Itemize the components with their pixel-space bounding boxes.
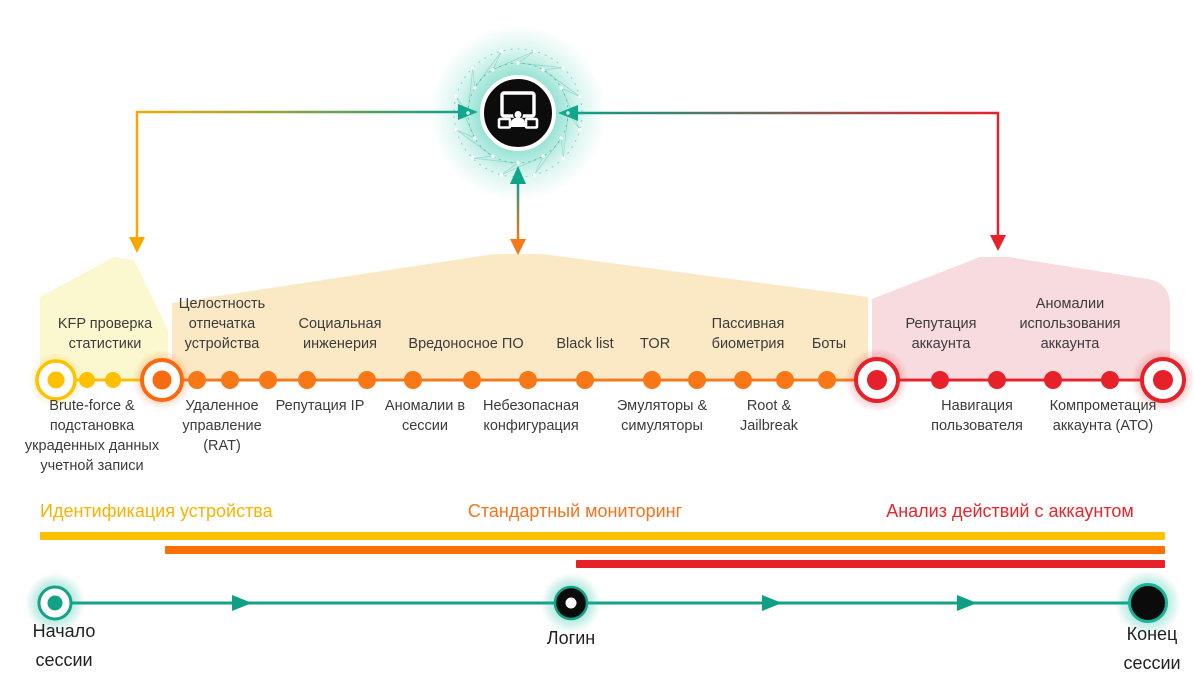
account-check-dots — [931, 371, 1119, 389]
milestone-monitoring-start — [140, 358, 184, 402]
zone-title-standard-monitoring: Стандартный мониторинг — [467, 501, 683, 521]
session-start-node — [37, 585, 73, 621]
monitoring-check-dots — [188, 371, 836, 389]
zone-title-device-identification: Идентификация устройства — [40, 501, 273, 521]
network-devices-icon — [497, 91, 539, 129]
device-check-dots — [79, 372, 121, 388]
check-label-above: Социальная инженерия — [298, 316, 382, 352]
device-identification-band — [40, 532, 1165, 540]
zone-shape-device-identification — [40, 257, 168, 378]
right-connector-arrow — [558, 105, 1006, 251]
zone-shape-account-analysis — [872, 257, 1170, 378]
session-login-node — [553, 585, 589, 621]
check-label-below: Аномалии в сессии — [384, 398, 466, 434]
check-label-above: Целостность отпечатка устройства — [178, 296, 266, 352]
session-end-label: Конец сессии — [1123, 624, 1181, 673]
check-label-below: Root & Jailbreak — [739, 398, 799, 434]
session-end-node — [1128, 583, 1168, 623]
account-analysis-band — [576, 560, 1165, 568]
check-label-below: Компрометация аккаунта (АТО) — [1049, 398, 1157, 434]
session-start-label: Начало сессии — [32, 621, 96, 670]
check-label-above: Аномалии использования аккаунта — [1019, 296, 1121, 352]
left-connector-arrow — [129, 104, 478, 253]
check-label-below: Навигация пользователя — [931, 398, 1023, 434]
check-label-above: Black list — [556, 336, 614, 352]
hub-mesh-network — [453, 48, 583, 178]
check-label-above: Боты — [811, 336, 847, 352]
zone-title-account-analysis: Анализ действий с аккаунтом — [886, 501, 1134, 521]
check-label-below: Небезопасная конфигурация — [483, 398, 579, 434]
milestone-account-start — [854, 357, 900, 403]
monitoring-timeline — [29, 348, 1194, 412]
zone-shape-standard-monitoring — [172, 254, 868, 378]
check-label-above: Репутация аккаунта — [905, 316, 977, 352]
check-label-below: Brute-force & подстановка украденных дан… — [24, 398, 160, 474]
check-label-below: Эмуляторы & симуляторы — [616, 398, 708, 434]
check-label-above: TOR — [639, 336, 671, 352]
check-label-above: Вредоносное ПО — [408, 336, 524, 352]
session-timeline — [25, 570, 1181, 636]
milestone-account-end — [1140, 357, 1186, 403]
check-label-below: Удаленное управление (RAT) — [182, 398, 262, 454]
check-label-above: Пассивная биометрия — [711, 316, 785, 352]
standard-monitoring-band — [165, 546, 1165, 554]
milestone-device-start — [35, 359, 77, 401]
check-label-above: KFP проверка статистики — [57, 316, 153, 352]
check-label-below: Репутация IP — [275, 398, 365, 414]
session-login-label: Логин — [546, 628, 596, 648]
